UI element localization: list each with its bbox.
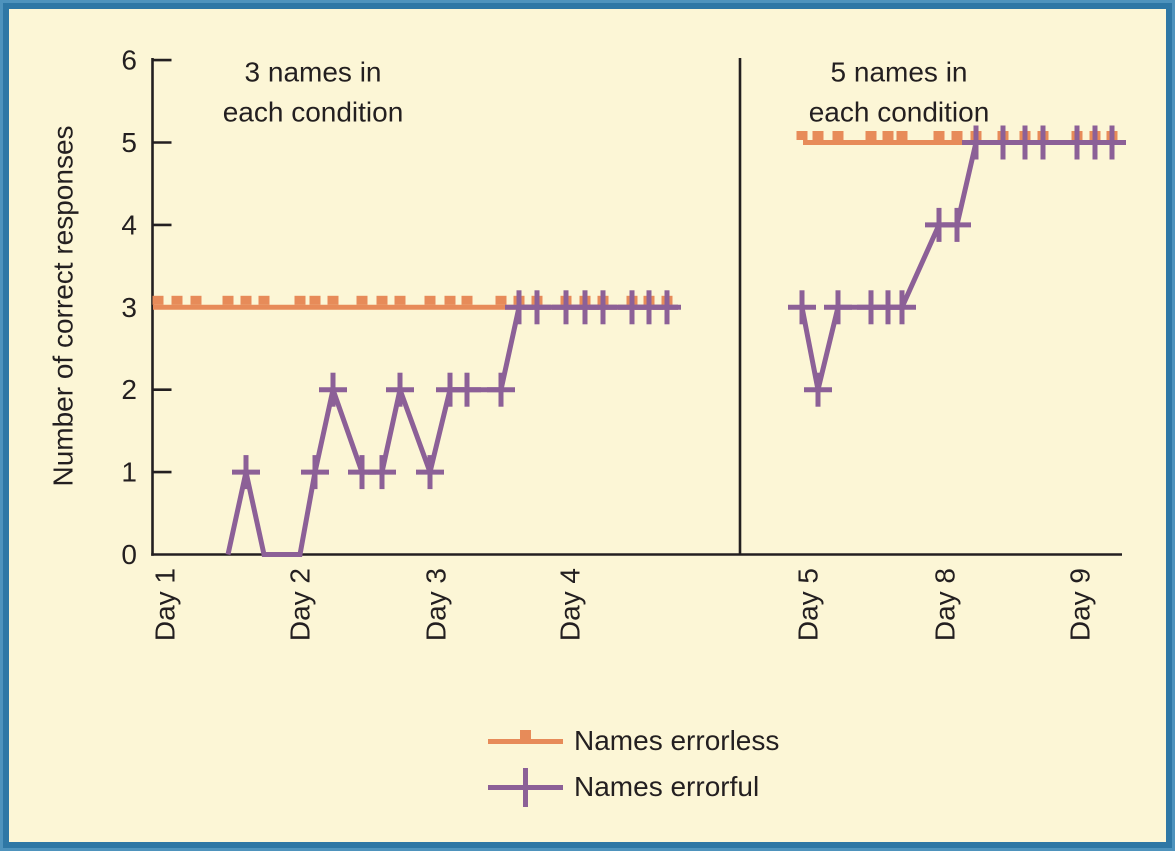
errorless-line-swatch (488, 729, 563, 744)
errorless-square-marker (356, 295, 368, 305)
errorless-square-marker (796, 131, 808, 140)
errorless-square-marker (294, 295, 306, 305)
legend-label-errorful: Names errorful (574, 771, 760, 802)
y-tick-label: 1 (121, 457, 137, 488)
errorless-square-marker (896, 131, 908, 140)
errorless-square-marker (882, 131, 894, 140)
errorless-square-marker (258, 295, 270, 305)
y-axis-title: Number of correct responses (48, 125, 79, 486)
errorless-square-marker (933, 131, 945, 140)
x-day-label: Day 4 (555, 568, 586, 641)
x-day-label: Day 8 (930, 568, 961, 641)
x-day-label: Day 9 (1065, 568, 1096, 641)
y-tick-label: 0 (121, 539, 137, 570)
errorless-square-marker (152, 295, 164, 305)
errorful-line-swatch (488, 767, 563, 807)
y-tick-label: 2 (121, 374, 137, 405)
legend-item-errorless: Names errorless (488, 719, 779, 763)
y-tick-label: 5 (121, 127, 137, 158)
errorless-square-marker (461, 295, 473, 305)
errorful-line (799, 140, 1126, 391)
errorless-square-marker (495, 295, 507, 305)
errorful-line (225, 304, 678, 557)
panel-title-left: each condition (223, 97, 404, 128)
errorless-square-marker (812, 131, 824, 140)
errorless-square-marker (309, 295, 321, 305)
panel-title-left: 3 names in (245, 57, 382, 88)
errorless-square-marker (171, 295, 183, 305)
errorless-square-marker (240, 295, 252, 305)
y-tick-label: 4 (121, 209, 137, 240)
legend-label-errorless: Names errorless (574, 725, 780, 756)
plus-marker-icon (523, 767, 528, 807)
square-marker-icon (520, 729, 531, 739)
errorless-square-marker (865, 131, 877, 140)
errorless-square-marker (424, 295, 436, 305)
errorless-square-marker (222, 295, 234, 305)
y-tick-label: 6 (121, 45, 137, 76)
errorless-square-marker (444, 295, 456, 305)
legend-item-errorful: Names errorful (488, 765, 759, 809)
errorless-square-marker (376, 295, 388, 305)
panel-title-right: 5 names in (831, 57, 968, 88)
x-day-label: Day 1 (150, 568, 181, 641)
errorless-square-marker (190, 295, 202, 305)
legend: Names errorless Names errorful (488, 719, 908, 819)
errorless-square-marker (832, 131, 844, 140)
x-day-label: Day 5 (793, 568, 824, 641)
x-day-label: Day 3 (421, 568, 452, 641)
errorless-square-marker (394, 295, 406, 305)
x-day-label: Day 2 (285, 568, 316, 641)
panel-title-right: each condition (809, 97, 990, 128)
y-tick-label: 3 (121, 292, 137, 323)
errorless-square-marker (327, 295, 339, 305)
errorless-square-marker (951, 131, 963, 140)
